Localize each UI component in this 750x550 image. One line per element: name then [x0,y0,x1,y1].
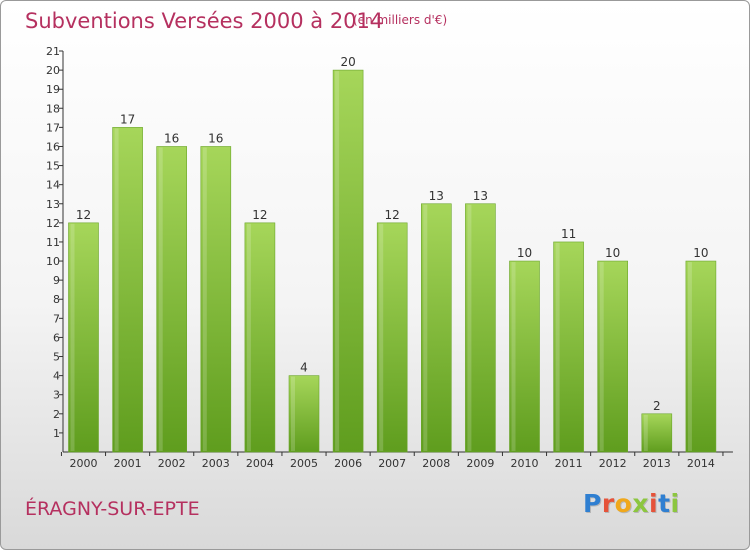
data-label-2010: 10 [517,246,532,260]
proxiti-logo: Proxiti [583,489,680,518]
y-tick-label: 10 [46,255,60,268]
y-tick-label: 4 [53,370,60,383]
y-tick-label: 6 [53,331,60,344]
bar-highlight [158,147,163,451]
data-label-2002: 16 [164,131,179,145]
x-tick-label-2005: 2005 [290,457,318,470]
bar-2012 [597,260,629,453]
x-tick-label-2012: 2012 [599,457,627,470]
x-tick-label-2000: 2000 [70,457,98,470]
y-tick-label: 20 [46,64,60,77]
bar-2002 [156,146,187,453]
bar-2009 [465,203,496,453]
y-tick-label: 11 [46,236,60,249]
data-label-2011: 11 [561,227,576,241]
y-tick-label: 2 [53,408,60,421]
data-label-2008: 13 [429,189,444,203]
y-tick-label: 8 [53,293,60,306]
data-label-2005: 4 [300,361,308,375]
x-tick-label-2010: 2010 [511,457,539,470]
data-label-2013: 2 [653,399,661,413]
bar-highlight [114,128,119,451]
x-tick-label-2006: 2006 [334,457,362,470]
bar-highlight [511,262,516,451]
data-label-2001: 17 [120,112,135,126]
bar-highlight [246,223,251,451]
x-tick-label-2011: 2011 [555,457,583,470]
bar-highlight [687,262,692,451]
data-label-2000: 12 [76,208,91,222]
bar-highlight [202,147,207,451]
x-tick-label-2008: 2008 [422,457,450,470]
bar-2003 [200,146,232,453]
y-tick-label: 19 [46,83,60,96]
bar-2011 [553,241,584,453]
logo-letter: o [614,489,633,518]
bar-highlight [467,204,472,451]
data-label-2003: 16 [208,131,223,145]
y-tick-label: 13 [46,198,60,211]
y-tick-label: 9 [53,274,60,287]
data-label-2014: 10 [693,246,708,260]
bar-highlight [643,414,648,451]
bar-2001 [112,127,143,453]
y-tick-label: 3 [53,389,60,402]
bar-2006 [332,69,364,453]
y-tick-label: 7 [53,312,60,325]
logo-letter: t [658,489,671,518]
y-tick-label: 12 [46,217,60,230]
commune-name: ÉRAGNY-SUR-EPTE [25,498,200,520]
x-tick-label-2004: 2004 [246,457,274,470]
bar-2010 [509,260,540,453]
bar-highlight [555,242,560,451]
logo-letter: i [670,489,680,518]
bar-chart: 1234567891011121314151617181920211220001… [46,45,733,470]
data-label-2007: 12 [385,208,400,222]
y-tick-label: 18 [46,102,60,115]
x-tick-label-2014: 2014 [687,457,715,470]
logo-letter: r [601,489,615,518]
data-label-2009: 13 [473,189,488,203]
x-tick-label-2001: 2001 [114,457,142,470]
y-tick-label: 21 [46,45,60,58]
y-tick-label: 17 [46,121,60,134]
bar-2013 [641,413,673,453]
bar-highlight [70,223,75,451]
bar-2014 [685,260,717,453]
logo-letter: x [632,489,649,518]
bar-2007 [376,222,408,453]
y-tick-label: 14 [46,179,60,192]
bar-2005 [288,375,320,453]
x-tick-label-2003: 2003 [202,457,230,470]
x-tick-label-2013: 2013 [643,457,671,470]
bar-highlight [379,223,384,451]
logo-letter: P [583,489,602,518]
bar-highlight [335,71,340,451]
bar-2004 [244,222,276,453]
bar-highlight [291,376,295,451]
chart-title: Subventions Versées 2000 à 2014 [25,9,384,33]
unit-note: (en milliers d'€) [353,13,448,27]
y-tick-label: 16 [46,140,60,153]
data-label-2006: 20 [340,55,355,69]
bar-2008 [420,203,452,453]
y-tick-label: 1 [53,427,60,440]
data-label-2012: 10 [605,246,620,260]
logo-letter: i [649,489,659,518]
x-tick-label-2007: 2007 [378,457,406,470]
data-label-2004: 12 [252,208,267,222]
bar-highlight [423,204,428,451]
x-tick-label-2002: 2002 [158,457,186,470]
y-tick-label: 5 [53,351,60,364]
y-tick-label: 15 [46,160,60,173]
bar-highlight [599,262,604,451]
x-tick-label-2009: 2009 [466,457,494,470]
bar-2000 [68,222,99,453]
